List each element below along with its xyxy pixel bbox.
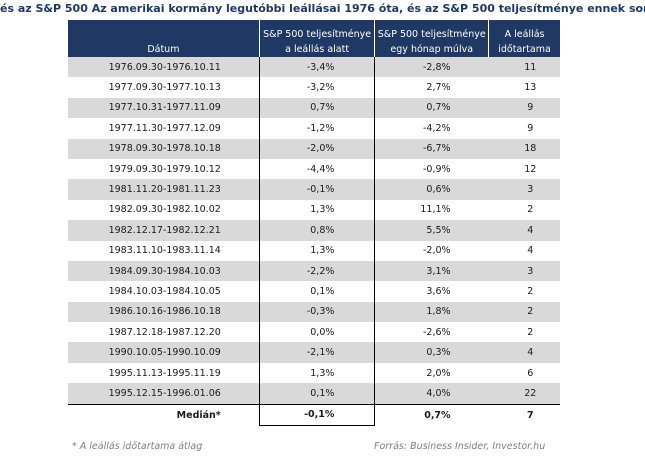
days-cell: 11 bbox=[488, 57, 560, 78]
shutdown-table: Dátum S&P 500 teljesítménye a leállás ala… bbox=[68, 20, 560, 427]
date-cell: 1982.09.30-1982.10.02 bbox=[68, 199, 260, 221]
month-cell: -2,0% bbox=[374, 240, 489, 261]
during-cell: 0,0% bbox=[258, 322, 376, 343]
date-cell: 1984.10.03-1984.10.05 bbox=[68, 281, 260, 302]
header-perf-during: S&P 500 teljesítménye a leállás alatt bbox=[258, 20, 375, 57]
table-row: 1984.09.30-1984.10.03 -2,2% 3,1% 3 bbox=[68, 260, 560, 282]
table-row: 1986.10.16-1986.10.18 -0,3% 1,8% 2 bbox=[68, 301, 560, 323]
table-row: 1979.09.30-1979.10.12 -4,4% -0,9% 12 bbox=[68, 158, 560, 180]
date-cell: 1979.09.30-1979.10.12 bbox=[68, 158, 260, 180]
days-cell: 22 bbox=[488, 383, 560, 405]
days-cell: 13 bbox=[488, 77, 560, 98]
days-cell: 2 bbox=[488, 199, 560, 221]
days-cell: 2 bbox=[488, 281, 560, 302]
during-cell: 1,3% bbox=[258, 362, 376, 384]
days-cell: 18 bbox=[488, 138, 560, 159]
during-cell: 0,1% bbox=[258, 383, 376, 405]
during-cell: -2,0% bbox=[258, 138, 376, 159]
median-during: -0,1% bbox=[258, 403, 376, 427]
source-note: Forrás: Business Insider, Investor.hu bbox=[374, 441, 546, 452]
table-row: 1977.09.30-1977.10.13 -3,2% 2,7% 13 bbox=[68, 77, 560, 98]
days-cell: 2 bbox=[488, 322, 560, 343]
during-cell: -4,4% bbox=[258, 158, 376, 180]
during-cell: 1,3% bbox=[258, 199, 376, 221]
during-cell: 0,7% bbox=[258, 97, 376, 119]
table-row: 1995.11.13-1995.11.19 1,3% 2,0% 6 bbox=[68, 362, 560, 384]
days-cell: 4 bbox=[488, 240, 560, 261]
table-title: és az S&P 500 Az amerikai kormány legutó… bbox=[0, 2, 645, 15]
days-cell: 4 bbox=[488, 220, 560, 241]
month-cell: 3,6% bbox=[374, 281, 489, 302]
days-cell: 2 bbox=[488, 301, 560, 323]
table-header-row: Dátum S&P 500 teljesítménye a leállás ala… bbox=[68, 20, 560, 57]
month-cell: -2,8% bbox=[374, 57, 489, 78]
table-row: 1984.10.03-1984.10.05 0,1% 3,6% 2 bbox=[68, 281, 560, 302]
month-cell: -0,9% bbox=[374, 158, 489, 180]
table-row: 1982.12.17-1982.12.21 0,8% 5,5% 4 bbox=[68, 220, 560, 241]
during-cell: -0,1% bbox=[258, 179, 376, 200]
days-cell: 9 bbox=[488, 118, 560, 139]
during-cell: 1,3% bbox=[258, 240, 376, 261]
month-cell: 2,7% bbox=[374, 77, 489, 98]
table-row: 1987.12.18-1987.12.20 0,0% -2,6% 2 bbox=[68, 322, 560, 343]
date-cell: 1995.12.15-1996.01.06 bbox=[68, 383, 260, 405]
month-cell: 5,5% bbox=[374, 220, 489, 241]
median-label: Medián* bbox=[68, 403, 260, 426]
date-cell: 1984.09.30-1984.10.03 bbox=[68, 260, 260, 282]
days-cell: 12 bbox=[488, 158, 560, 180]
during-cell: -3,4% bbox=[258, 57, 376, 78]
table-row: 1978.09.30-1978.10.18 -2,0% -6,7% 18 bbox=[68, 138, 560, 159]
month-cell: 2,0% bbox=[374, 362, 489, 384]
days-cell: 3 bbox=[488, 260, 560, 282]
date-cell: 1995.11.13-1995.11.19 bbox=[68, 362, 260, 384]
days-cell: 9 bbox=[488, 97, 560, 119]
month-cell: -4,2% bbox=[374, 118, 489, 139]
date-cell: 1977.11.30-1977.12.09 bbox=[68, 118, 260, 139]
date-cell: 1977.10.31-1977.11.09 bbox=[68, 97, 260, 119]
date-cell: 1978.09.30-1978.10.18 bbox=[68, 138, 260, 159]
month-cell: -6,7% bbox=[374, 138, 489, 159]
during-cell: -1,2% bbox=[258, 118, 376, 139]
days-cell: 6 bbox=[488, 362, 560, 384]
median-month: 0,7% bbox=[374, 403, 489, 426]
header-perf-month: S&P 500 teljesítménye egy hónap múlva bbox=[374, 20, 489, 57]
month-cell: 0,7% bbox=[374, 97, 489, 119]
table-row: 1981.11.20-1981.11.23 -0,1% 0,6% 3 bbox=[68, 179, 560, 200]
during-cell: -2,2% bbox=[258, 260, 376, 282]
days-cell: 3 bbox=[488, 179, 560, 200]
during-cell: 0,8% bbox=[258, 220, 376, 241]
median-row: Medián* -0,1% 0,7% 7 bbox=[68, 403, 560, 427]
footnote: * A leállás időtartama átlag bbox=[72, 441, 203, 452]
table-row: 1977.11.30-1977.12.09 -1,2% -4,2% 9 bbox=[68, 118, 560, 139]
median-days: 7 bbox=[488, 403, 560, 426]
month-cell: 4,0% bbox=[374, 383, 489, 405]
month-cell: 3,1% bbox=[374, 260, 489, 282]
date-cell: 1981.11.20-1981.11.23 bbox=[68, 179, 260, 200]
during-cell: -3,2% bbox=[258, 77, 376, 98]
month-cell: 11,1% bbox=[374, 199, 489, 221]
table-row: 1977.10.31-1977.11.09 0,7% 0,7% 9 bbox=[68, 97, 560, 119]
date-cell: 1982.12.17-1982.12.21 bbox=[68, 220, 260, 241]
table-row: 1983.11.10-1983.11.14 1,3% -2,0% 4 bbox=[68, 240, 560, 261]
during-cell: -0,3% bbox=[258, 301, 376, 323]
table-row: 1976.09.30-1976.10.11 -3,4% -2,8% 11 bbox=[68, 57, 560, 78]
month-cell: 1,8% bbox=[374, 301, 489, 323]
date-cell: 1990.10.05-1990.10.09 bbox=[68, 342, 260, 363]
month-cell: 0,3% bbox=[374, 342, 489, 363]
month-cell: 0,6% bbox=[374, 179, 489, 200]
table-row: 1990.10.05-1990.10.09 -2,1% 0,3% 4 bbox=[68, 342, 560, 363]
table-row: 1982.09.30-1982.10.02 1,3% 11,1% 2 bbox=[68, 199, 560, 221]
header-duration: A leállás időtartama bbox=[488, 20, 560, 57]
table-row: 1995.12.15-1996.01.06 0,1% 4,0% 22 bbox=[68, 383, 560, 405]
during-cell: 0,1% bbox=[258, 281, 376, 302]
during-cell: -2,1% bbox=[258, 342, 376, 363]
days-cell: 4 bbox=[488, 342, 560, 363]
month-cell: -2,6% bbox=[374, 322, 489, 343]
date-cell: 1987.12.18-1987.12.20 bbox=[68, 322, 260, 343]
date-cell: 1977.09.30-1977.10.13 bbox=[68, 77, 260, 98]
date-cell: 1983.11.10-1983.11.14 bbox=[68, 240, 260, 261]
date-cell: 1986.10.16-1986.10.18 bbox=[68, 301, 260, 323]
date-cell: 1976.09.30-1976.10.11 bbox=[68, 57, 260, 78]
header-date: Dátum bbox=[68, 20, 260, 57]
